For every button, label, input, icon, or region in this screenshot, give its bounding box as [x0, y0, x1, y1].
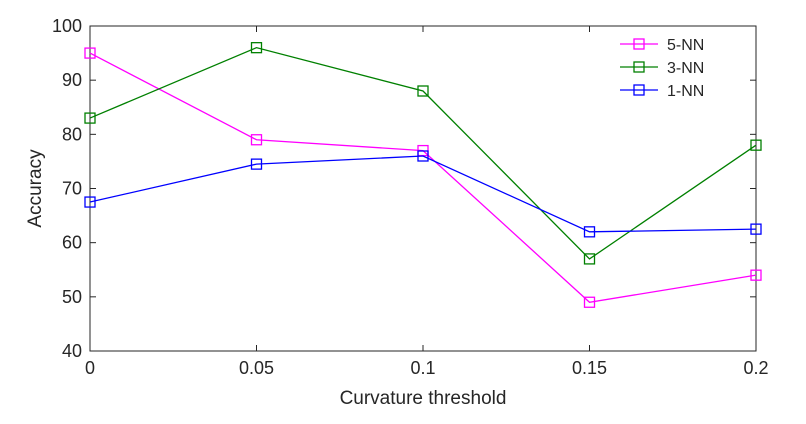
- legend-label: 3-NN: [667, 60, 704, 77]
- legend-entry: 5-NN: [620, 37, 704, 54]
- y-tick-label: 80: [62, 124, 82, 144]
- legend-entry: 1-NN: [620, 83, 704, 100]
- data-point-marker: [250, 42, 263, 54]
- x-tick-label: 0.05: [239, 358, 274, 378]
- data-point-marker: [417, 150, 429, 162]
- legend-marker: [633, 84, 645, 96]
- plot-area: [89, 25, 757, 352]
- y-tick-label: 100: [52, 16, 82, 36]
- data-point-marker: [583, 226, 596, 238]
- legend-label: 5-NN: [667, 37, 704, 54]
- series-layer: [84, 42, 762, 308]
- y-tick-label: 50: [62, 287, 82, 307]
- legend-marker: [633, 38, 645, 50]
- data-point-marker: [583, 296, 596, 308]
- series-line: [89, 46, 757, 260]
- data-point-marker: [417, 85, 429, 97]
- data-point-marker: [84, 47, 96, 59]
- legend-entry: 3-NN: [620, 60, 704, 77]
- x-axis-title: Curvature threshold: [340, 388, 507, 409]
- series-3-nn: [84, 42, 762, 265]
- data-point-marker: [750, 139, 762, 151]
- axis-ticks: 0 0.05 0.1 0.15 0.2 40 50 60 70 80 90 100: [52, 16, 769, 378]
- data-point-marker: [750, 223, 762, 235]
- x-tick-label: 0.15: [572, 358, 607, 378]
- x-tick-label: 0: [85, 358, 95, 378]
- legend-label: 1-NN: [667, 83, 704, 100]
- y-tick-label: 70: [62, 179, 82, 199]
- data-point-marker: [583, 253, 596, 265]
- y-tick-label: 60: [62, 233, 82, 253]
- y-tick-label: 40: [62, 341, 82, 361]
- data-point-marker: [250, 134, 263, 146]
- legend: 5-NN 3-NN 1-NN: [620, 37, 704, 100]
- data-point-marker: [750, 269, 762, 281]
- y-tick-label: 90: [62, 70, 82, 90]
- x-tick-label: 0.1: [410, 358, 435, 378]
- y-axis-title: Accuracy: [25, 149, 46, 228]
- series-1-nn: [84, 150, 762, 238]
- data-point-marker: [84, 112, 96, 124]
- x-tick-label: 0.2: [743, 358, 768, 378]
- series-line: [89, 155, 757, 233]
- data-point-marker: [250, 158, 263, 170]
- data-point-marker: [84, 196, 96, 208]
- legend-marker: [633, 61, 645, 73]
